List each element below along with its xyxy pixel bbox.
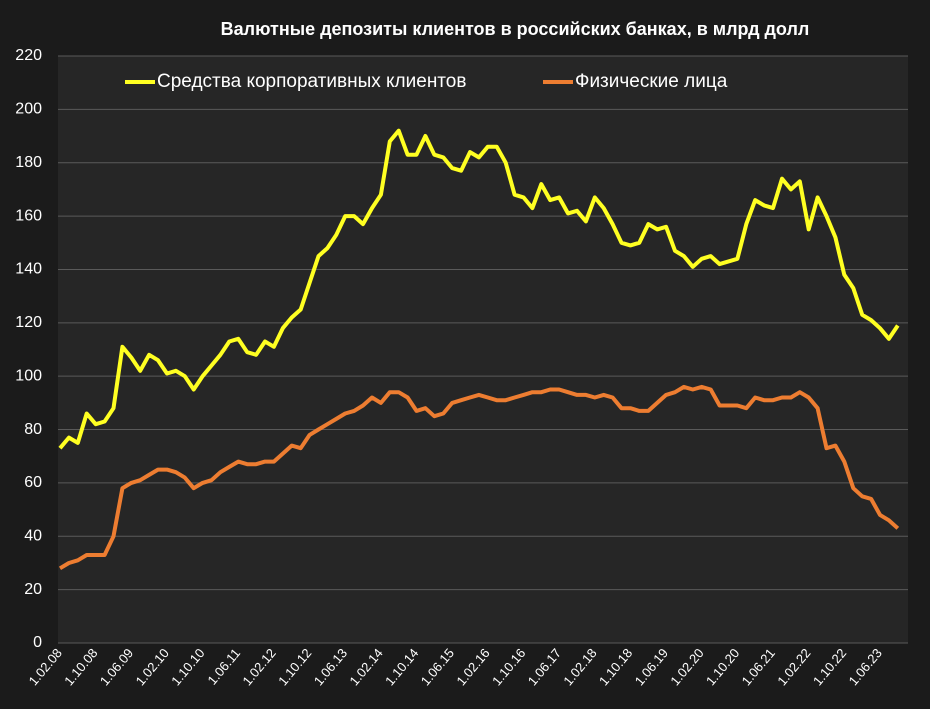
y-tick-label: 100 — [15, 367, 42, 384]
y-tick-label: 20 — [24, 581, 42, 598]
legend-label: Физические лица — [575, 71, 728, 92]
y-tick-label: 0 — [33, 634, 42, 651]
legend-label: Средства корпоративных клиентов — [157, 71, 466, 92]
y-tick-label: 180 — [15, 154, 42, 171]
series-line — [58, 384, 900, 571]
y-tick-label: 220 — [15, 47, 42, 64]
y-tick-label: 40 — [24, 527, 42, 544]
series-line — [58, 128, 900, 450]
y-tick-label: 160 — [15, 207, 42, 224]
y-tick-label: 60 — [24, 474, 42, 491]
chart-title: Валютные депозиты клиентов в российских … — [221, 19, 810, 39]
plot-area — [58, 56, 908, 643]
y-tick-label: 120 — [15, 314, 42, 331]
y-tick-label: 140 — [15, 261, 42, 278]
y-tick-label: 200 — [15, 101, 42, 118]
y-tick-label: 80 — [24, 421, 42, 438]
